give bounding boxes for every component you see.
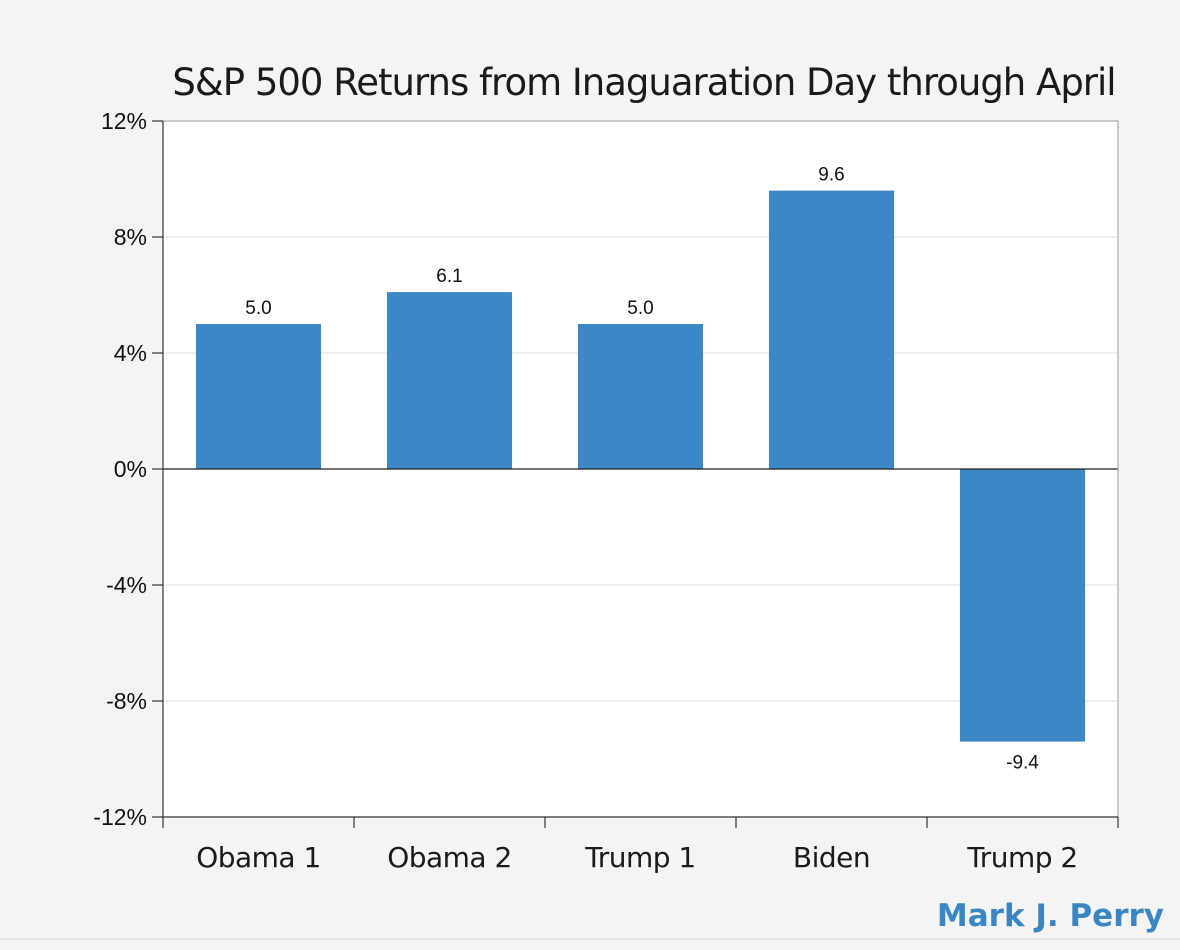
- author-credit: Mark J. Perry: [937, 898, 1164, 934]
- y-tick-label: -4%: [106, 572, 147, 598]
- bar: [195, 324, 322, 469]
- bar: [959, 469, 1086, 742]
- bar: [577, 324, 704, 469]
- y-tick-label: 4%: [114, 340, 147, 366]
- y-tick-label: 12%: [101, 108, 147, 134]
- y-tick-label: -12%: [93, 804, 147, 830]
- category-label: Trump 2: [966, 841, 1078, 874]
- data-label: -9.4: [1006, 753, 1039, 774]
- y-tick-label: -8%: [106, 688, 147, 714]
- bar: [386, 292, 513, 469]
- data-label: 5.0: [627, 298, 653, 319]
- labels: 5.0 Obama 1 6.1 Obama 2 5.0 Trump 1 9.6 Biden -9…: [93, 108, 1078, 874]
- category-label: Obama 1: [196, 841, 321, 874]
- category-label: Biden: [793, 841, 870, 874]
- category-label: Obama 2: [387, 841, 512, 874]
- bar: [768, 190, 895, 469]
- chart-title: S&P 500 Returns from Inaguaration Day th…: [172, 61, 1115, 104]
- axes: [152, 120, 1119, 828]
- bottom-divider: [0, 938, 1180, 940]
- data-label: 9.6: [818, 165, 844, 186]
- data-label: 6.1: [436, 266, 462, 287]
- y-tick-label: 0%: [114, 456, 147, 482]
- data-label: 5.0: [245, 298, 271, 319]
- y-tick-label: 8%: [114, 224, 147, 250]
- bars: [195, 190, 1086, 742]
- category-label: Trump 1: [584, 841, 696, 874]
